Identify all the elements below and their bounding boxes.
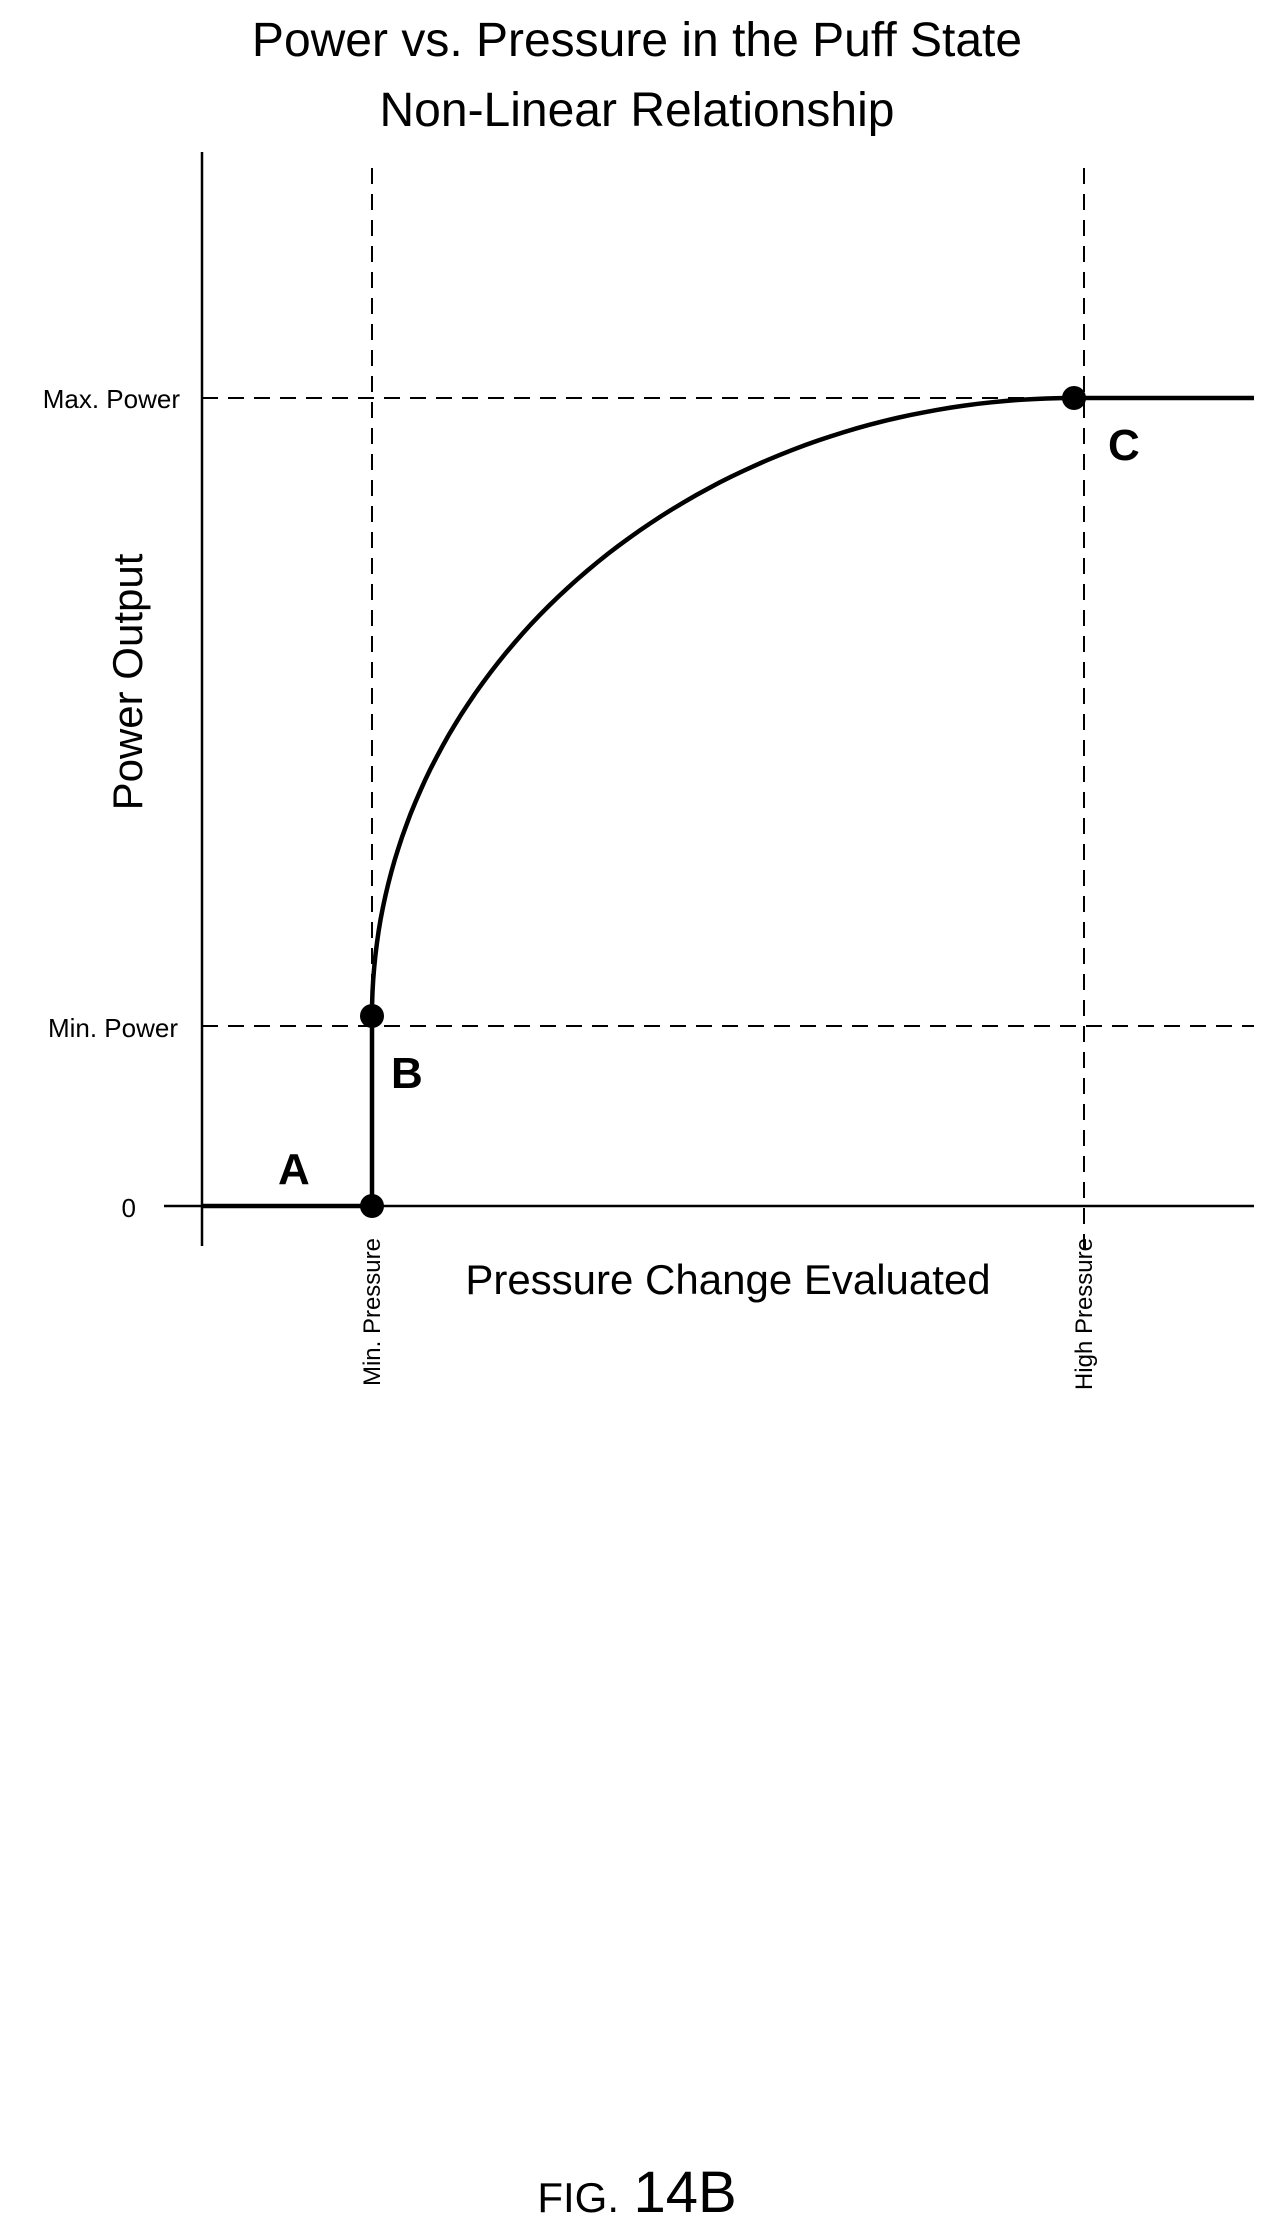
x-tick-min-pressure: Min. Pressure <box>359 1238 386 1386</box>
point-a-label: A <box>278 1145 310 1194</box>
y-tick-min-power: Min. Power <box>48 1013 178 1043</box>
y-tick-zero: 0 <box>122 1193 136 1223</box>
x-axis-label: Pressure Change Evaluated <box>465 1256 990 1303</box>
x-tick-high-pressure: High Pressure <box>1071 1238 1098 1390</box>
chart-title: Power vs. Pressure in the Puff State <box>252 14 1022 67</box>
power-curve-line <box>202 395 1254 1209</box>
chart-subtitle: Non-Linear Relationship <box>380 84 895 137</box>
point-c-marker <box>1062 386 1086 410</box>
point-c-label: C <box>1108 421 1140 470</box>
point-b-marker <box>360 1004 384 1028</box>
figure-caption-number: 14B <box>633 2160 736 2225</box>
figure-caption: FIG. 14B <box>537 2160 736 2225</box>
figure-caption-prefix: FIG. <box>537 2174 619 2221</box>
y-axis-label: Power Output <box>104 553 151 810</box>
point-b-label: B <box>391 1049 423 1098</box>
y-tick-max-power: Max. Power <box>43 384 181 414</box>
point-b-origin-marker <box>360 1194 384 1218</box>
